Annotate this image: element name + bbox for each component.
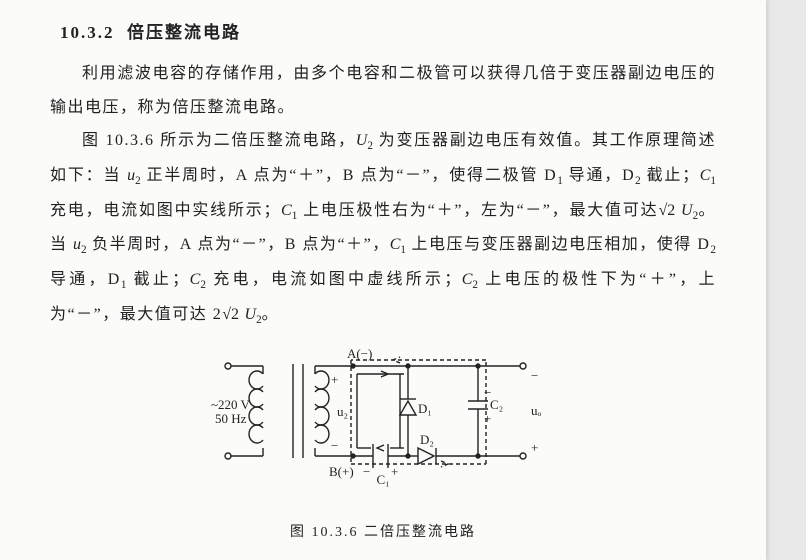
svg-text:D₁: D₁ — [418, 401, 432, 416]
page: { "heading": { "number": "10.3.2", "titl… — [0, 0, 766, 560]
svg-text:−: − — [331, 438, 338, 453]
svg-text:D₂: D₂ — [420, 432, 434, 447]
figure-caption: 图 10.3.6 二倍压整流电路 — [20, 521, 746, 541]
svg-text:+: + — [484, 411, 491, 426]
svg-text:C₂: C₂ — [490, 397, 503, 412]
section-heading: 10.3.2 倍压整流电路 — [20, 0, 746, 57]
svg-text:~220 V: ~220 V — [211, 397, 251, 412]
svg-text:−: − — [531, 368, 538, 383]
svg-text:+: + — [331, 372, 338, 387]
svg-text:C₁: C₁ — [377, 472, 390, 487]
figure-wrap: +−u₂~220 V50 HzA(−)D₁C₁−+B(+)D₂C₂−+uₒ−+ … — [20, 336, 746, 541]
figure: +−u₂~220 V50 HzA(−)D₁C₁−+B(+)D₂C₂−+uₒ−+ — [203, 336, 563, 496]
svg-text:50 Hz: 50 Hz — [215, 411, 247, 426]
circuit-diagram: +−u₂~220 V50 HzA(−)D₁C₁−+B(+)D₂C₂−+uₒ−+ — [203, 336, 563, 496]
svg-text:uₒ: uₒ — [531, 403, 542, 418]
section-title: 倍压整流电路 — [127, 23, 241, 42]
body-text: 利用滤波电容的存储作用，由多个电容和二极管可以获得几倍于变压器副边电压的输出电压… — [20, 57, 746, 332]
paragraph-2: 图 10.3.6 所示为二倍压整流电路，U2 为变压器副边电压有效值。其工作原理… — [50, 124, 716, 332]
svg-text:B(+): B(+) — [329, 464, 354, 479]
svg-text:A(−): A(−) — [347, 346, 372, 361]
svg-text:−: − — [363, 464, 370, 479]
svg-text:u₂: u₂ — [337, 404, 348, 419]
paragraph-1: 利用滤波电容的存储作用，由多个电容和二极管可以获得几倍于变压器副边电压的输出电压… — [50, 57, 716, 124]
svg-text:−: − — [484, 385, 491, 400]
section-number: 10.3.2 — [60, 23, 115, 42]
svg-text:+: + — [391, 464, 398, 479]
svg-text:+: + — [531, 440, 538, 455]
